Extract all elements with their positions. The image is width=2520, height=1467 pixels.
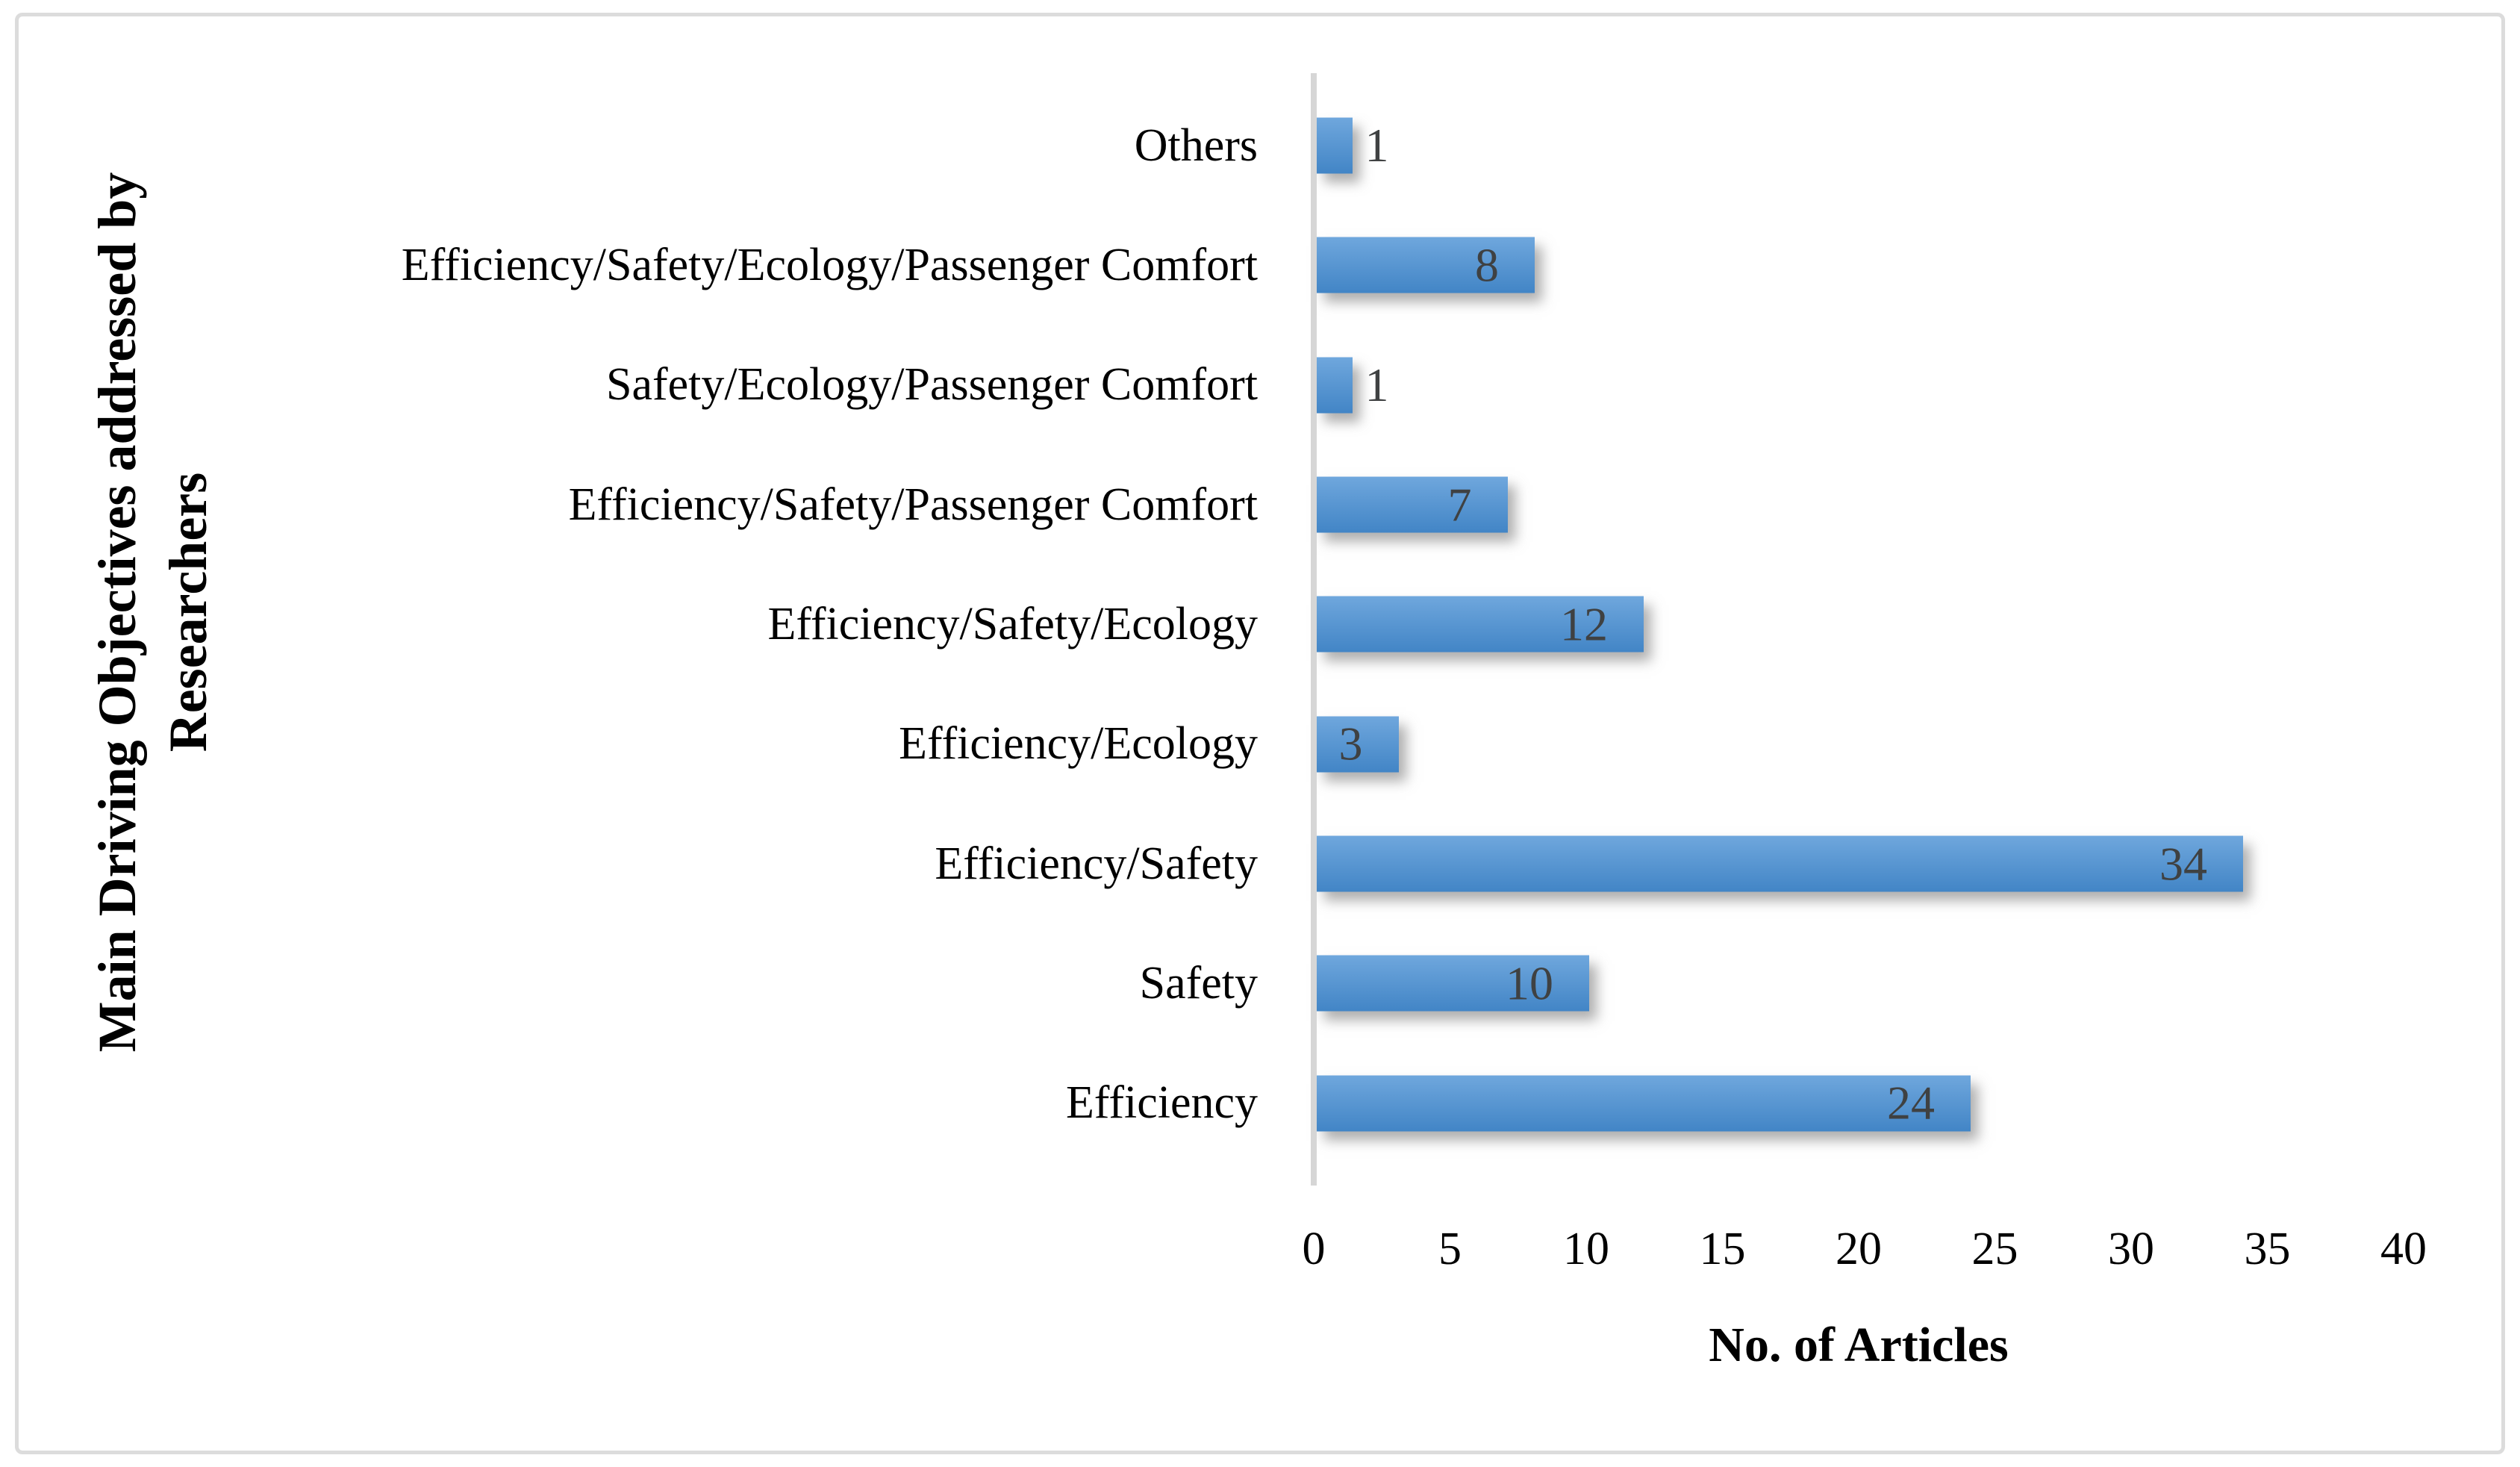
value-label: 24 (1887, 1076, 1935, 1130)
value-label: 12 (1560, 597, 1608, 651)
x-tick-label: 35 (2244, 1224, 2291, 1274)
x-tick-label: 5 (1438, 1224, 1462, 1274)
bar-track: 12 (1311, 564, 2520, 684)
bar: 24 (1317, 1075, 1971, 1132)
bar: 7 (1317, 476, 1508, 533)
value-label: 1 (1365, 119, 1389, 172)
bar-row: Others 1 (0, 86, 2520, 205)
x-tick-label: 10 (1563, 1224, 1609, 1274)
bar-track: 7 (1311, 445, 2520, 564)
bar-row: Safety 10 (0, 924, 2520, 1043)
bar-track: 24 (1311, 1044, 2520, 1163)
bar-track: 1 (1311, 86, 2520, 205)
category-label: Efficiency/Safety (935, 838, 1258, 889)
figure-border (15, 13, 2505, 1454)
x-tick-label: 20 (1836, 1224, 1882, 1274)
bar-track: 8 (1311, 205, 2520, 325)
bar: 10 (1317, 955, 1589, 1012)
category-label: Safety (1139, 957, 1258, 1009)
category-label: Efficiency (1065, 1077, 1258, 1129)
bar: 12 (1317, 596, 1644, 652)
x-tick-label: 30 (2108, 1224, 2154, 1274)
bar-row: Efficiency/Ecology 3 (0, 685, 2520, 804)
value-label: 34 (2159, 837, 2207, 891)
bar: 3 (1317, 716, 1399, 773)
bar-row: Safety/Ecology/Passenger Comfort 1 (0, 326, 2520, 445)
x-tick-label: 25 (1971, 1224, 2018, 1274)
category-label: Others (1134, 119, 1258, 171)
value-label: 1 (1365, 358, 1389, 411)
bar (1317, 117, 1353, 174)
bar (1317, 357, 1353, 414)
category-label: Safety/Ecology/Passenger Comfort (606, 359, 1258, 411)
x-tick-label: 40 (2380, 1224, 2427, 1274)
bar-track: 10 (1311, 924, 2520, 1043)
y-axis-line (1311, 73, 1317, 1186)
bar-track: 34 (1311, 804, 2520, 924)
x-tick-label: 0 (1302, 1224, 1326, 1274)
bar: 34 (1317, 835, 2243, 892)
value-label: 7 (1447, 478, 1472, 532)
category-label: Efficiency/Safety/Ecology/Passenger Comf… (401, 239, 1258, 290)
value-label: 3 (1338, 717, 1363, 770)
category-label: Efficiency/Ecology (899, 718, 1258, 770)
plot-area: Others 1 Efficiency/Safety/Ecology/Passe… (0, 86, 2520, 1163)
bar: 8 (1317, 237, 1535, 293)
bar-row: Efficiency/Safety 34 (0, 804, 2520, 924)
bar-row: Efficiency/Safety/Passenger Comfort 7 (0, 445, 2520, 564)
value-label: 8 (1475, 238, 1499, 292)
x-axis-title: No. of Articles (1709, 1318, 2009, 1372)
bar-row: Efficiency/Safety/Ecology 12 (0, 564, 2520, 684)
bar-row: Efficiency/Safety/Ecology/Passenger Comf… (0, 205, 2520, 325)
bar-track: 3 (1311, 685, 2520, 804)
bar-row: Efficiency 24 (0, 1044, 2520, 1163)
value-label: 10 (1506, 956, 1553, 1010)
x-tick-label: 15 (1699, 1224, 1746, 1274)
category-label: Efficiency/Safety/Ecology (767, 598, 1258, 650)
bar-track: 1 (1311, 326, 2520, 445)
category-label: Efficiency/Safety/Passenger Comfort (568, 479, 1258, 530)
